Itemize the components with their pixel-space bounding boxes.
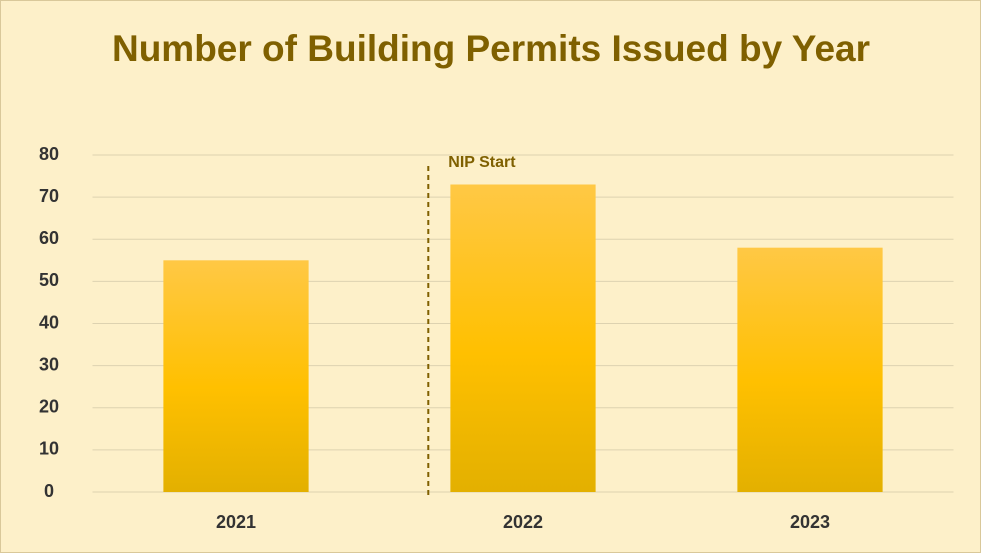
y-tick-label: 80 bbox=[39, 144, 59, 164]
x-tick-label: 2021 bbox=[216, 512, 256, 532]
y-tick-label: 20 bbox=[39, 397, 59, 417]
annotation-label: NIP Start bbox=[448, 154, 516, 171]
chart-title: Number of Building Permits Issued by Yea… bbox=[111, 28, 870, 69]
y-tick-label: 70 bbox=[39, 186, 59, 206]
y-tick-label: 0 bbox=[44, 481, 54, 501]
y-tick-label: 50 bbox=[39, 270, 59, 290]
x-tick-label: 2022 bbox=[503, 512, 543, 532]
bar bbox=[163, 260, 309, 492]
y-tick-label: 30 bbox=[39, 354, 59, 374]
bar bbox=[450, 184, 596, 493]
bar bbox=[737, 247, 883, 492]
x-tick-label: 2023 bbox=[790, 512, 830, 532]
y-tick-label: 60 bbox=[39, 228, 59, 248]
y-tick-label: 40 bbox=[39, 312, 59, 332]
y-tick-label: 10 bbox=[39, 439, 59, 459]
